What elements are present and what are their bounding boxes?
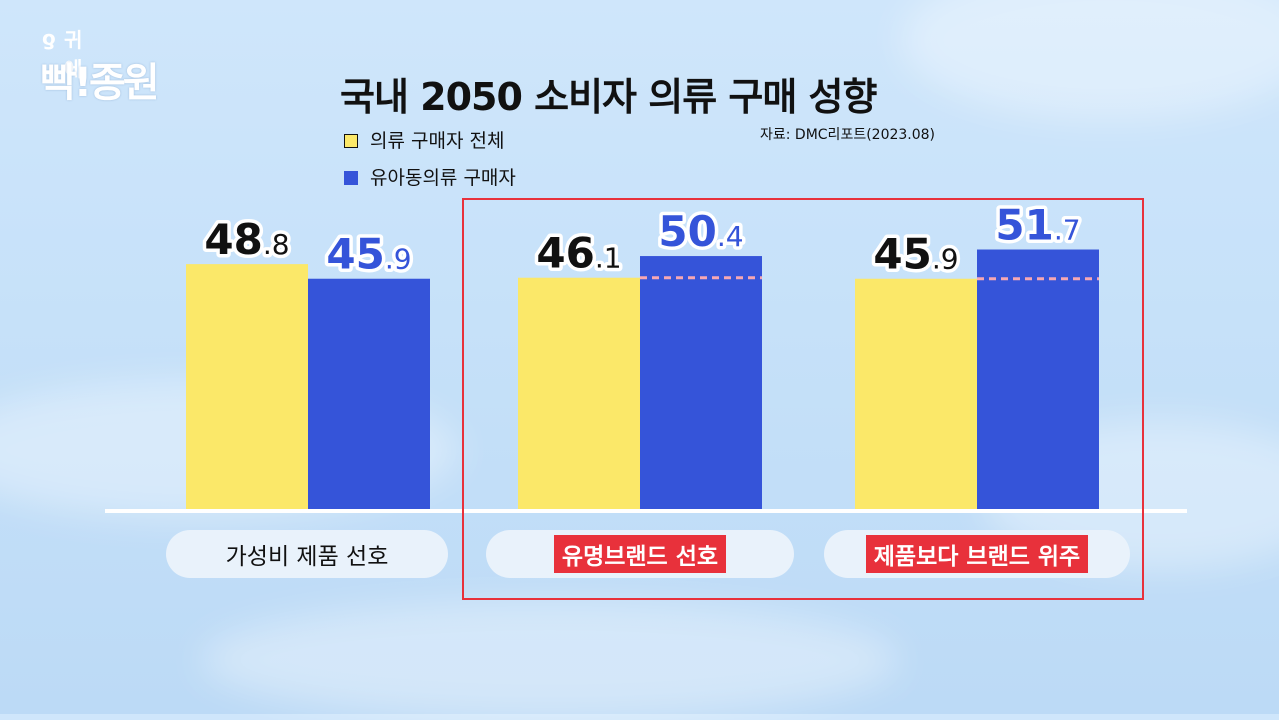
category-text: 유명브랜드 선호 — [553, 535, 727, 573]
bar-all-buyers-1 — [518, 277, 640, 510]
legend-swatch — [344, 171, 358, 185]
bar-all-buyers-2 — [855, 278, 977, 510]
data-label-kids-buyers-2: 51.7 — [995, 201, 1080, 250]
chart-source: 자료: DMC리포트(2023.08) — [760, 127, 936, 143]
logo-line2: 빡!종원 — [40, 60, 160, 106]
chart-title: 국내 2050 소비자 의류 구매 성향 — [340, 75, 877, 119]
data-label-kids-buyers-1: 50.4 — [658, 207, 743, 256]
legend-item-all-buyers: 의류 구매자 전체 — [344, 126, 504, 153]
category-text: 가성비 제품 선호 — [225, 544, 389, 570]
data-label-all-buyers-1: 46.1 — [536, 229, 621, 278]
data-label-kids-buyers-0: 45.9 — [326, 230, 411, 279]
legend-swatch — [344, 134, 358, 148]
bar-kids-buyers-1 — [640, 256, 762, 510]
logo-line1: 귀에 — [64, 28, 82, 81]
data-label-all-buyers-0: 48.8 — [204, 215, 289, 264]
category-label-brand-over-product: 제품보다 브랜드 위주 — [824, 530, 1130, 578]
legend-label: 유아동의류 구매자 — [370, 167, 516, 189]
ear-icon: ƍ — [42, 26, 56, 50]
category-text: 제품보다 브랜드 위주 — [865, 535, 1089, 573]
bar-kids-buyers-0 — [308, 278, 430, 510]
highlight-box — [462, 198, 1144, 600]
data-label-all-buyers-2: 45.9 — [873, 230, 958, 279]
bar-kids-buyers-2 — [977, 249, 1099, 510]
category-label-brand: 유명브랜드 선호 — [486, 530, 794, 578]
legend-label: 의류 구매자 전체 — [370, 130, 505, 152]
bar-all-buyers-0 — [186, 264, 308, 510]
legend-item-kids-buyers: 유아동의류 구매자 — [344, 163, 516, 190]
category-label-value: 가성비 제품 선호 — [166, 530, 448, 578]
